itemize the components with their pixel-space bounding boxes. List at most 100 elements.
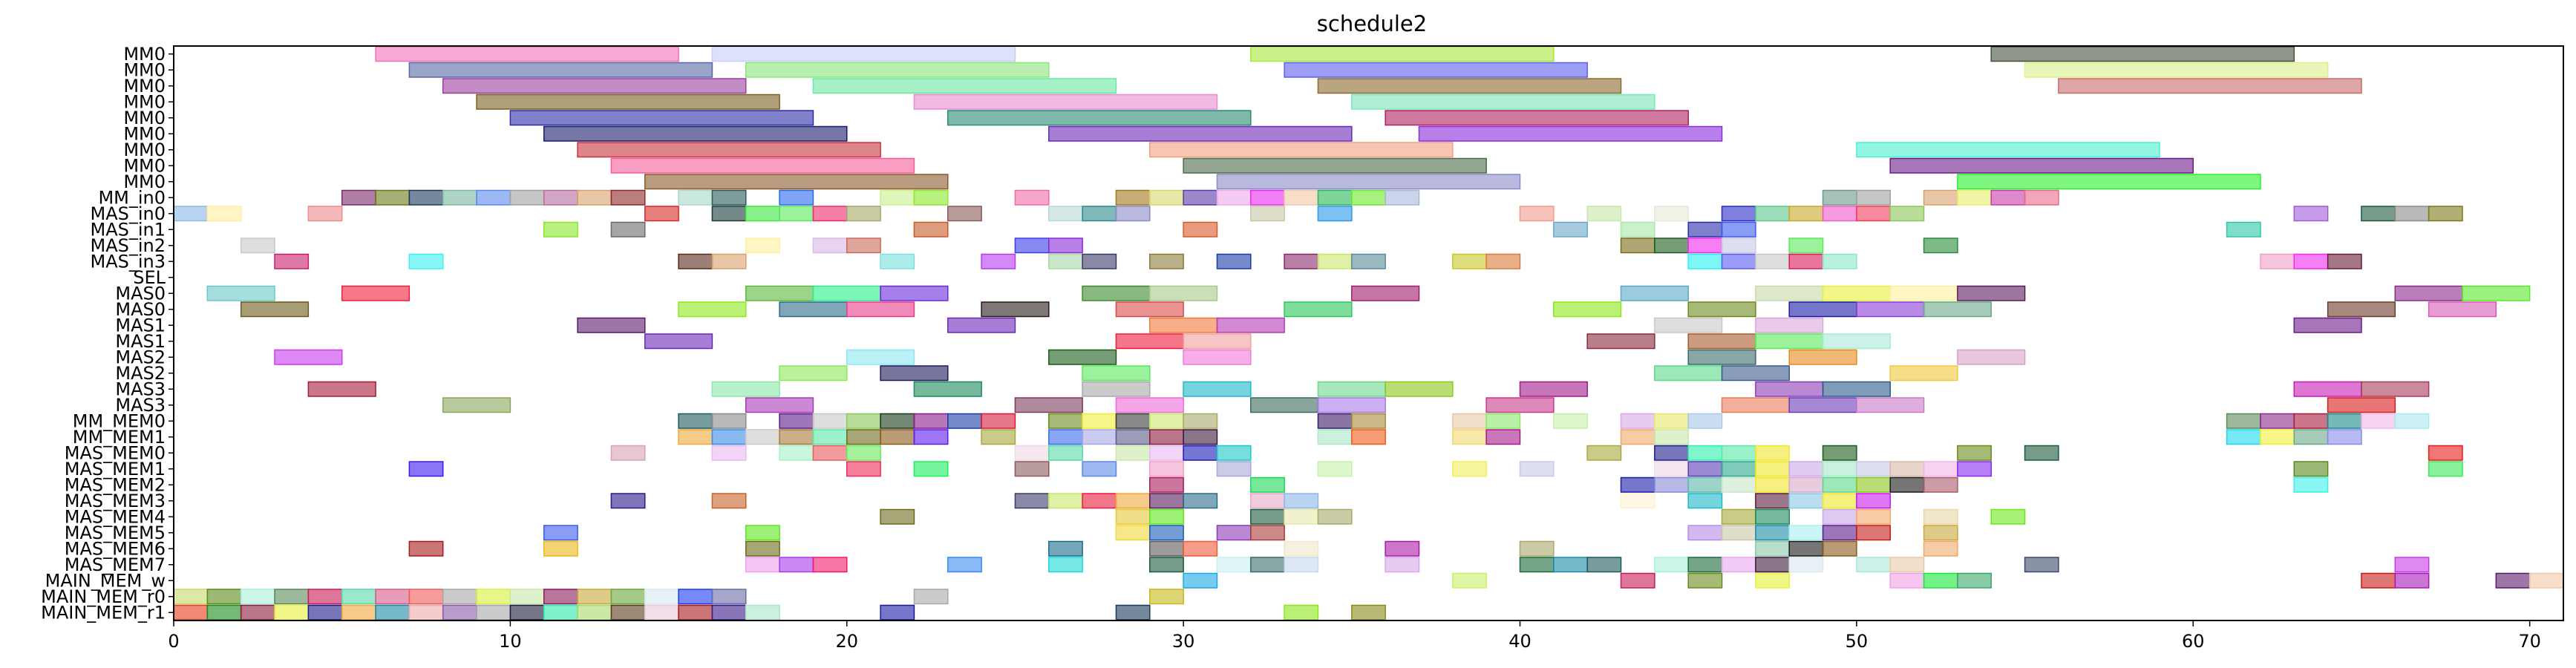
task-bar — [913, 413, 949, 429]
task-bar — [240, 238, 275, 254]
task-bar — [779, 413, 814, 429]
task-bar — [1082, 285, 1151, 301]
task-bar — [1856, 206, 1891, 222]
task-bar — [1856, 142, 2160, 158]
task-bar — [442, 589, 477, 605]
task-bar — [2293, 253, 2329, 269]
task-bar — [543, 525, 578, 541]
task-bar — [173, 604, 209, 620]
task-bar — [1149, 589, 1184, 605]
task-bar — [745, 525, 780, 541]
task-bar — [2394, 572, 2430, 589]
task-bar — [610, 445, 646, 461]
task-bar — [1149, 508, 1184, 525]
task-bar — [1654, 477, 1689, 493]
task-bar — [1485, 253, 1521, 269]
task-bar — [1216, 461, 1252, 477]
task-bar — [1923, 525, 1958, 541]
task-bar — [1620, 429, 1655, 445]
task-bar — [1250, 508, 1285, 525]
task-bar — [846, 206, 881, 222]
task-bar — [408, 253, 444, 269]
task-bar — [1149, 477, 1184, 493]
task-bar — [1014, 189, 1050, 206]
y-tick-label: MM_in0 — [98, 187, 166, 208]
task-bar — [1856, 525, 1891, 541]
task-bar — [1755, 557, 1790, 573]
y-tick-label: MAS_in0 — [90, 203, 166, 224]
task-bar — [913, 429, 949, 445]
y-tick-label: MAS_in3 — [90, 251, 166, 272]
task-bar — [1755, 461, 1790, 477]
task-bar — [1687, 221, 1723, 238]
task-bar — [1755, 540, 1790, 557]
task-bar — [1990, 508, 2026, 525]
x-tick-label: 50 — [1846, 631, 1869, 652]
task-bar — [1923, 477, 1958, 493]
task-bar — [1721, 445, 1756, 461]
task-bar — [1149, 429, 1184, 445]
task-bar — [1317, 381, 1386, 397]
task-bar — [442, 397, 511, 413]
task-bar — [1721, 238, 1756, 254]
task-bar — [341, 189, 376, 206]
task-bar — [408, 189, 444, 206]
task-bar — [2260, 413, 2295, 429]
task-bar — [981, 413, 1016, 429]
task-bar — [1183, 445, 1218, 461]
task-bar — [1822, 285, 1891, 301]
task-bar — [1082, 461, 1117, 477]
task-bar — [947, 110, 1252, 126]
task-bar — [543, 125, 848, 142]
task-bar — [509, 604, 545, 620]
task-bar — [2394, 413, 2430, 429]
task-bar — [1082, 493, 1117, 509]
task-bar — [678, 189, 713, 206]
task-bar — [1183, 493, 1218, 509]
task-bar — [1721, 477, 1756, 493]
task-bar — [240, 301, 310, 318]
task-bar — [1990, 46, 2295, 62]
task-bar — [1788, 397, 1857, 413]
task-bar — [2293, 429, 2329, 445]
task-bar — [1788, 301, 1857, 318]
task-bar — [812, 206, 848, 222]
y-tick-label: SEL — [133, 267, 166, 288]
task-bar — [206, 589, 242, 605]
task-bar — [2327, 301, 2396, 318]
y-tick-label: MAS1 — [115, 331, 166, 352]
task-bar — [1822, 493, 1857, 509]
task-bar — [1856, 477, 1891, 493]
task-bar — [1957, 174, 2261, 190]
task-bar — [2226, 413, 2261, 429]
task-bar — [1418, 125, 1723, 142]
task-bar — [745, 397, 814, 413]
task-bar — [1856, 493, 1891, 509]
task-bar — [846, 429, 881, 445]
task-bar — [1687, 572, 1723, 589]
task-bar — [1620, 493, 1655, 509]
task-bar — [1149, 493, 1184, 509]
task-bar — [1048, 253, 1083, 269]
task-bar — [442, 189, 477, 206]
task-bar — [1183, 189, 1218, 206]
task-bar — [1149, 445, 1184, 461]
task-bar — [1385, 110, 1689, 126]
task-bar — [1351, 413, 1386, 429]
task-bar — [543, 604, 578, 620]
task-bar — [476, 189, 511, 206]
task-bar — [1452, 253, 1487, 269]
task-bar — [1351, 189, 1386, 206]
task-bar — [711, 445, 747, 461]
task-bar — [1284, 62, 1588, 78]
task-bar — [577, 604, 612, 620]
task-bar — [1654, 461, 1689, 477]
task-bar — [1216, 253, 1252, 269]
task-bar — [1654, 365, 1723, 382]
task-bar — [307, 589, 343, 605]
task-bar — [913, 381, 982, 397]
task-bar — [2293, 413, 2329, 429]
task-bar — [1687, 445, 1723, 461]
task-bar — [1553, 413, 1588, 429]
y-tick-label: MM_MEM0 — [73, 410, 166, 431]
